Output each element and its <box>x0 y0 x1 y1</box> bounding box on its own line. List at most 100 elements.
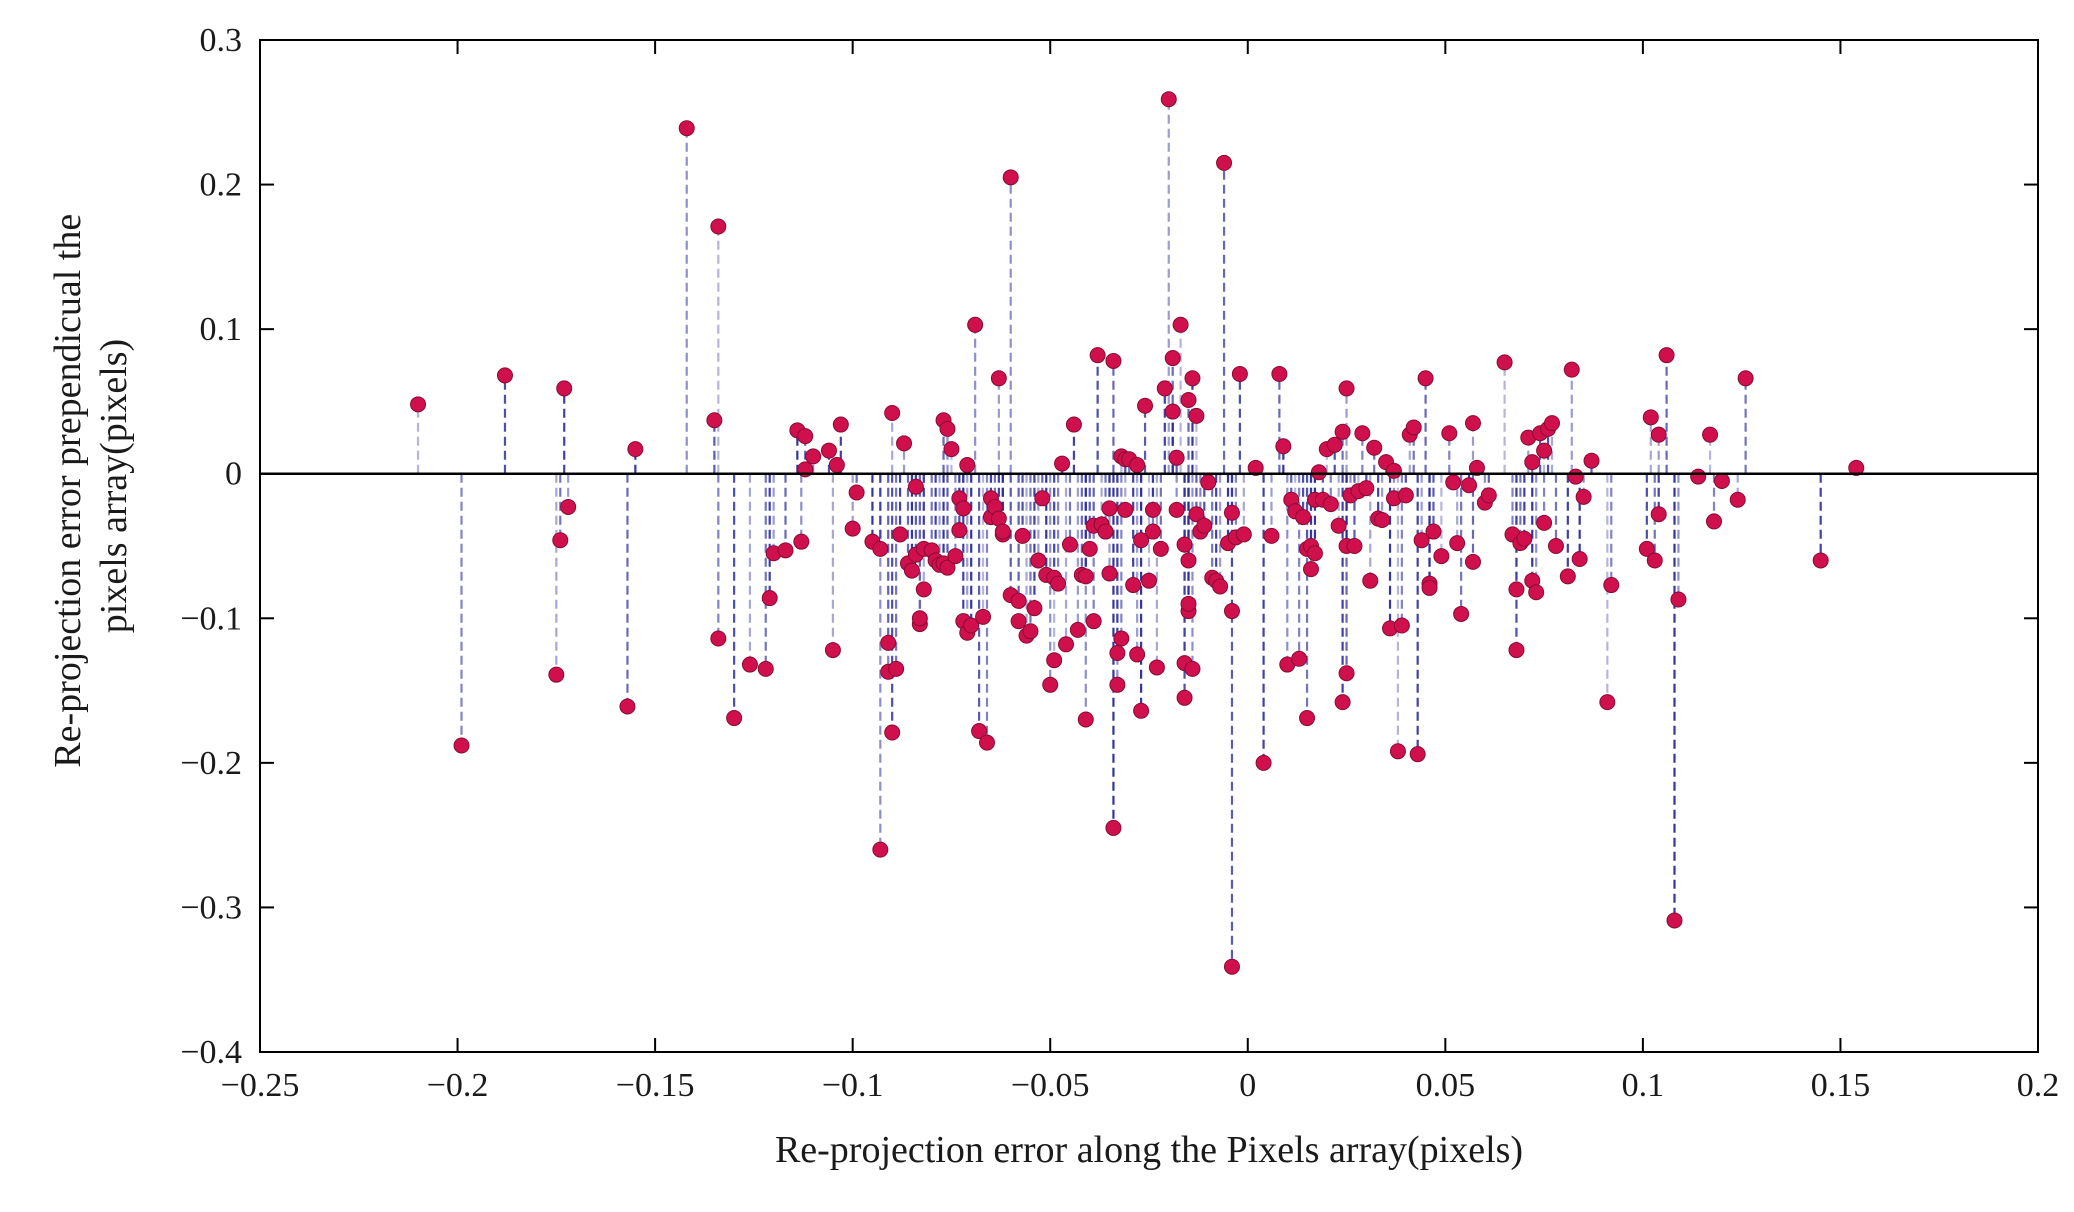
axes-layer: −0.25 −0.2 −0.15 −0.1 −0.05 0 0.05 0.1 0.15 0.2 −0… <box>180 22 2059 1104</box>
data-point <box>556 380 573 397</box>
data-point <box>1050 575 1067 592</box>
data-point <box>560 498 577 515</box>
data-point <box>1358 480 1375 497</box>
data-point <box>1413 532 1430 549</box>
data-point <box>888 660 905 677</box>
data-point <box>1291 650 1308 667</box>
data-point <box>1216 154 1233 171</box>
data-point <box>1263 527 1280 544</box>
data-point <box>1516 530 1533 547</box>
x-tick-label: 0.2 <box>2017 1067 2060 1104</box>
data-point <box>410 396 427 413</box>
data-point <box>797 428 814 445</box>
data-point <box>884 724 901 741</box>
y-tick-label: −0.3 <box>180 889 242 926</box>
data-point <box>1180 595 1197 612</box>
data-point <box>1528 584 1545 601</box>
y-tick-label: 0.1 <box>200 311 243 348</box>
data-point <box>1109 644 1126 661</box>
data-point <box>1105 352 1122 369</box>
data-point <box>1848 459 1865 476</box>
data-point <box>1176 689 1193 706</box>
data-point <box>1168 501 1185 518</box>
data-point <box>1536 442 1553 459</box>
data-point <box>1172 316 1189 333</box>
data-point <box>844 520 861 537</box>
data-point <box>1148 659 1165 676</box>
data-point <box>710 630 727 647</box>
data-point <box>1081 540 1098 557</box>
data-point <box>1559 568 1576 585</box>
data-point <box>1461 477 1478 494</box>
data-point <box>971 723 988 740</box>
data-point <box>777 542 794 559</box>
data-point <box>1101 500 1118 517</box>
x-tick-label: −0.15 <box>616 1067 695 1104</box>
data-point <box>1464 553 1481 570</box>
y-tick-label: 0.2 <box>200 167 243 204</box>
x-axis-title: Re-projection error along the Pixels arr… <box>775 1129 1523 1171</box>
data-point <box>710 218 727 235</box>
data-point <box>1599 694 1616 711</box>
data-point <box>892 526 909 543</box>
data-point <box>1156 380 1173 397</box>
data-point <box>1133 532 1150 549</box>
data-point <box>548 666 565 683</box>
data-point <box>1200 474 1217 491</box>
data-point <box>1180 552 1197 569</box>
data-point <box>496 367 513 384</box>
data-point <box>1054 455 1071 472</box>
data-point <box>1670 591 1687 608</box>
y-tick-label: −0.4 <box>180 1034 242 1071</box>
data-point <box>1223 504 1240 521</box>
data-point <box>1658 347 1675 364</box>
data-point <box>1223 958 1240 975</box>
stem-layer <box>416 99 1858 967</box>
data-point <box>1180 391 1197 408</box>
data-point <box>1397 487 1414 504</box>
data-point <box>1567 468 1584 485</box>
data-point <box>1077 568 1094 585</box>
data-point <box>1299 710 1316 727</box>
data-point <box>1338 665 1355 682</box>
data-point <box>1646 552 1663 569</box>
y-axis-title-line-1: Re-projection error prependicual the <box>47 214 89 768</box>
data-point <box>1334 694 1351 711</box>
data-point <box>1729 491 1746 508</box>
data-point <box>1642 409 1659 426</box>
x-tick-label: 0.15 <box>1811 1067 1871 1104</box>
data-point <box>1338 380 1355 397</box>
data-point <box>1141 572 1157 589</box>
data-point <box>1393 617 1410 634</box>
data-point <box>1137 397 1154 414</box>
data-point <box>1425 523 1442 540</box>
y-tick-label: 0 <box>225 456 242 493</box>
data-point <box>1223 603 1240 620</box>
data-point <box>1113 630 1130 647</box>
data-point <box>1713 472 1730 489</box>
data-point <box>1334 423 1351 440</box>
data-point <box>793 533 810 550</box>
data-point <box>1812 552 1829 569</box>
data-point <box>820 442 837 459</box>
data-point <box>1575 488 1592 505</box>
data-point <box>1666 912 1683 929</box>
data-point <box>1144 523 1161 540</box>
data-point <box>1085 613 1102 630</box>
x-tick-label: 0.05 <box>1416 1067 1476 1104</box>
data-point <box>1433 548 1450 565</box>
data-point <box>1464 415 1481 432</box>
data-point <box>939 420 956 437</box>
data-point <box>678 120 695 137</box>
data-point <box>915 581 932 598</box>
data-point <box>1235 526 1252 543</box>
data-point <box>1184 660 1201 677</box>
x-tick-label: −0.25 <box>221 1067 300 1104</box>
data-point <box>1524 454 1541 471</box>
data-point <box>741 656 758 673</box>
data-point <box>1117 501 1134 518</box>
data-point <box>1271 365 1288 382</box>
data-point <box>1326 436 1343 453</box>
data-point <box>1046 652 1063 669</box>
data-point <box>726 710 743 727</box>
